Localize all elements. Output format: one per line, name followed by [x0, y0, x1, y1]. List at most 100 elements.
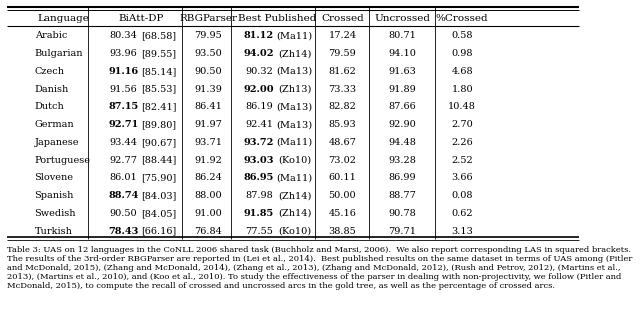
Text: 45.16: 45.16 — [328, 209, 356, 218]
Text: 3.66: 3.66 — [451, 173, 473, 182]
Text: 92.90: 92.90 — [388, 120, 417, 129]
Text: 93.96: 93.96 — [109, 49, 137, 58]
Text: [84.05]: [84.05] — [141, 209, 176, 218]
Text: 48.67: 48.67 — [328, 138, 356, 147]
Text: 4.68: 4.68 — [451, 67, 473, 76]
Text: (Ma13): (Ma13) — [276, 102, 312, 111]
Text: Arabic: Arabic — [35, 31, 67, 40]
Text: 78.43: 78.43 — [108, 227, 138, 236]
Text: [85.14]: [85.14] — [141, 67, 176, 76]
Text: 86.01: 86.01 — [109, 173, 137, 182]
Text: [89.55]: [89.55] — [141, 49, 176, 58]
Text: 88.77: 88.77 — [388, 191, 417, 200]
Text: 91.63: 91.63 — [388, 67, 417, 76]
Text: [68.58]: [68.58] — [141, 31, 176, 40]
Text: 17.24: 17.24 — [328, 31, 356, 40]
Text: 76.84: 76.84 — [194, 227, 222, 236]
Text: 0.98: 0.98 — [451, 49, 473, 58]
Text: 81.12: 81.12 — [244, 31, 274, 40]
Text: 91.00: 91.00 — [194, 209, 222, 218]
Text: [84.03]: [84.03] — [141, 191, 176, 200]
Text: 91.16: 91.16 — [108, 67, 138, 76]
Text: 79.95: 79.95 — [194, 31, 222, 40]
Text: 81.62: 81.62 — [328, 67, 356, 76]
Text: 91.89: 91.89 — [388, 84, 417, 94]
Text: 87.98: 87.98 — [245, 191, 273, 200]
Text: 60.11: 60.11 — [328, 173, 356, 182]
Text: (Ma11): (Ma11) — [276, 173, 312, 182]
Text: 38.85: 38.85 — [328, 227, 356, 236]
Text: BiAtt-DP: BiAtt-DP — [118, 14, 164, 23]
Text: (Ma11): (Ma11) — [276, 138, 312, 147]
Text: 3.13: 3.13 — [451, 227, 473, 236]
Text: Turkish: Turkish — [35, 227, 72, 236]
Text: German: German — [35, 120, 74, 129]
Text: 92.41: 92.41 — [245, 120, 273, 129]
Text: 79.59: 79.59 — [328, 49, 356, 58]
Text: 92.77: 92.77 — [109, 155, 138, 165]
Text: Table 3: UAS on 12 languages in the CoNLL 2006 shared task (Buchholz and Marsi, : Table 3: UAS on 12 languages in the CoNL… — [6, 246, 633, 290]
Text: 93.44: 93.44 — [109, 138, 138, 147]
Text: 91.39: 91.39 — [194, 84, 222, 94]
Text: Slovene: Slovene — [35, 173, 74, 182]
Text: 94.48: 94.48 — [388, 138, 417, 147]
Text: Best Published: Best Published — [237, 14, 316, 23]
Text: (Zh14): (Zh14) — [278, 191, 311, 200]
Text: 2.70: 2.70 — [451, 120, 473, 129]
Text: 94.02: 94.02 — [244, 49, 274, 58]
Text: 50.00: 50.00 — [328, 191, 356, 200]
Text: 93.72: 93.72 — [244, 138, 274, 147]
Text: 86.99: 86.99 — [388, 173, 417, 182]
Text: 86.41: 86.41 — [194, 102, 222, 111]
Text: 92.00: 92.00 — [244, 84, 274, 94]
Text: 80.71: 80.71 — [388, 31, 417, 40]
Text: (Zh14): (Zh14) — [278, 49, 311, 58]
Text: [82.41]: [82.41] — [141, 102, 176, 111]
Text: 91.97: 91.97 — [194, 120, 222, 129]
Text: Spanish: Spanish — [35, 191, 74, 200]
Text: 91.85: 91.85 — [244, 209, 274, 218]
Text: (Ma13): (Ma13) — [276, 67, 312, 76]
Text: Czech: Czech — [35, 67, 65, 76]
Text: Japanese: Japanese — [35, 138, 79, 147]
Text: (Ko10): (Ko10) — [278, 227, 311, 236]
Text: 80.34: 80.34 — [109, 31, 138, 40]
Text: 94.10: 94.10 — [388, 49, 417, 58]
Text: Uncrossed: Uncrossed — [374, 14, 431, 23]
Text: 88.74: 88.74 — [108, 191, 138, 200]
Text: Swedish: Swedish — [35, 209, 76, 218]
Text: 93.71: 93.71 — [194, 138, 222, 147]
Text: 0.08: 0.08 — [451, 191, 473, 200]
Text: 0.62: 0.62 — [451, 209, 473, 218]
Text: [85.53]: [85.53] — [141, 84, 176, 94]
Text: [89.80]: [89.80] — [141, 120, 176, 129]
Text: 86.95: 86.95 — [244, 173, 274, 182]
Text: [66.16]: [66.16] — [141, 227, 176, 236]
Text: 93.50: 93.50 — [194, 49, 222, 58]
Text: Danish: Danish — [35, 84, 69, 94]
Text: 90.50: 90.50 — [109, 209, 137, 218]
Text: (Zh14): (Zh14) — [278, 209, 311, 218]
Text: 85.93: 85.93 — [328, 120, 356, 129]
Text: [88.44]: [88.44] — [141, 155, 176, 165]
Text: (Ma11): (Ma11) — [276, 31, 312, 40]
Text: 93.03: 93.03 — [244, 155, 274, 165]
Text: 91.56: 91.56 — [109, 84, 137, 94]
Text: RBGParser: RBGParser — [179, 14, 237, 23]
Text: [75.90]: [75.90] — [141, 173, 176, 182]
Text: 79.71: 79.71 — [388, 227, 417, 236]
Text: (Ma13): (Ma13) — [276, 120, 312, 129]
Text: 1.80: 1.80 — [451, 84, 473, 94]
Text: 87.66: 87.66 — [388, 102, 417, 111]
Text: 73.02: 73.02 — [328, 155, 356, 165]
Text: 90.50: 90.50 — [195, 67, 222, 76]
Text: 77.55: 77.55 — [245, 227, 273, 236]
Text: 2.52: 2.52 — [451, 155, 473, 165]
Text: 91.92: 91.92 — [194, 155, 222, 165]
Text: (Ko10): (Ko10) — [278, 155, 311, 165]
Text: Dutch: Dutch — [35, 102, 65, 111]
Text: [90.67]: [90.67] — [141, 138, 176, 147]
Text: 86.24: 86.24 — [194, 173, 222, 182]
Text: 73.33: 73.33 — [328, 84, 356, 94]
Text: 82.82: 82.82 — [328, 102, 356, 111]
